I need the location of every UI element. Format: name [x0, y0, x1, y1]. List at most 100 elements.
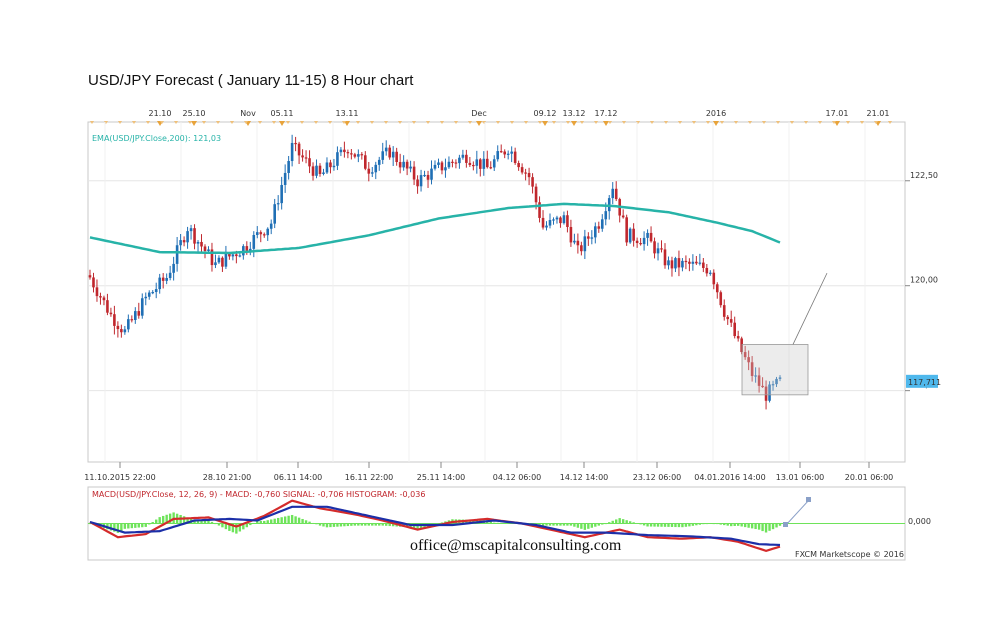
candle-body: [444, 167, 447, 171]
candle-body: [224, 253, 228, 267]
histogram-bar: [141, 523, 144, 528]
last-price-box: [906, 374, 938, 388]
candle-body: [632, 228, 635, 241]
top-axis-tick: [272, 121, 276, 124]
ema-indicator-label: EMA(USD/JPY.Close,200): 121,03: [92, 134, 221, 143]
histogram-bar: [137, 523, 140, 528]
histogram-bar: [357, 523, 360, 526]
histogram-bar: [259, 520, 262, 524]
histogram-bar: [109, 523, 113, 531]
candle-body: [639, 243, 642, 245]
candle-body: [391, 151, 395, 158]
candle-body: [88, 275, 92, 278]
candle-body: [433, 164, 437, 169]
histogram-bar: [350, 523, 353, 526]
top-axis-tick: [370, 121, 374, 124]
histogram-bar: [587, 523, 590, 529]
histogram-bar: [608, 522, 611, 524]
histogram-bar: [256, 520, 259, 524]
candle-body: [475, 159, 479, 166]
candle-body: [472, 164, 475, 167]
candle-body: [702, 262, 705, 268]
candle-body: [137, 311, 141, 316]
candle-body: [172, 263, 175, 273]
histogram-bar: [778, 523, 782, 526]
histogram-bar: [771, 523, 775, 530]
candle-body: [771, 384, 775, 386]
candle-body: [729, 319, 733, 323]
top-axis-label: 21.10: [149, 109, 172, 118]
histogram-bar: [702, 523, 705, 525]
histogram-bar: [266, 520, 269, 524]
histogram-bar: [726, 523, 729, 526]
histogram-bar: [656, 523, 660, 527]
candle-body: [262, 234, 266, 236]
candle-body: [576, 240, 580, 246]
candle-body: [587, 236, 590, 239]
histogram-bar: [736, 523, 740, 526]
top-axis-tick: [300, 121, 304, 124]
candle-body: [722, 305, 726, 317]
histogram-bar: [677, 523, 681, 528]
candle-body: [343, 149, 346, 153]
candle-body: [116, 325, 120, 330]
histogram-bar: [116, 523, 120, 533]
histogram-bar: [210, 521, 214, 524]
candle-body: [534, 186, 538, 203]
candle-body: [681, 260, 684, 268]
bottom-axis-label: 04.12 06:00: [493, 473, 542, 482]
candle-body: [597, 226, 601, 229]
candle-body: [140, 298, 144, 316]
bottom-axis-label: 13.01 06:00: [776, 473, 825, 482]
candle-body: [311, 166, 315, 176]
histogram-bar: [740, 523, 743, 527]
candle-body: [548, 220, 552, 226]
candle-body: [454, 162, 458, 164]
histogram-bar: [684, 523, 688, 527]
candle-body: [308, 158, 311, 167]
main-plot-frame: [87, 121, 906, 463]
price-tick-label: 122,50: [910, 171, 938, 180]
histogram-bar: [249, 523, 252, 526]
candle-body: [447, 161, 451, 168]
candle-body: [357, 154, 360, 157]
top-axis-tick: [118, 121, 122, 124]
candle-body: [339, 149, 343, 153]
histogram-bar: [566, 523, 569, 526]
candle-body: [541, 217, 545, 228]
candle-body: [287, 161, 290, 173]
histogram-bar: [660, 523, 663, 527]
histogram-bar: [228, 523, 231, 531]
top-axis-tick: [636, 121, 640, 124]
candle-body: [562, 215, 566, 224]
candle-body: [179, 240, 182, 246]
candle-body: [238, 255, 242, 257]
top-axis-tick: [174, 121, 178, 124]
candle-body: [161, 277, 165, 281]
histogram-bar: [468, 519, 472, 524]
candle-body: [95, 287, 99, 297]
candle-body: [709, 272, 712, 274]
candle-body: [573, 240, 576, 243]
histogram-bar: [297, 517, 301, 524]
histogram-bar: [158, 517, 161, 524]
top-axis-tick: [720, 121, 724, 124]
candle-body: [189, 228, 193, 232]
top-axis-tick: [566, 121, 570, 124]
histogram-bar: [761, 523, 764, 532]
histogram-bar: [245, 523, 249, 528]
histogram-bar: [649, 523, 653, 527]
histogram-bar: [322, 523, 325, 527]
candle-body: [402, 161, 405, 168]
histogram-bar: [367, 523, 370, 526]
top-axis-tick: [846, 121, 850, 124]
histogram-bar: [374, 523, 377, 526]
histogram-bar: [621, 519, 625, 524]
candle-body: [527, 172, 531, 178]
candle-body: [736, 336, 740, 339]
candle-body: [635, 240, 639, 244]
histogram-bar: [276, 517, 280, 524]
histogram-bar: [127, 523, 130, 529]
candle-body: [165, 278, 168, 281]
